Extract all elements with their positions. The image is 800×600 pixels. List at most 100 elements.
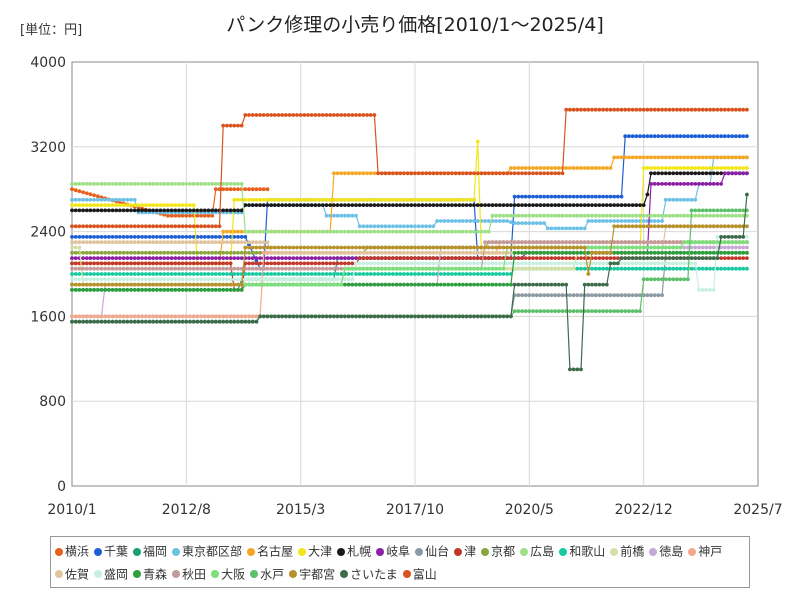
- data-point: [608, 261, 613, 266]
- data-point: [711, 155, 716, 160]
- data-point: [697, 171, 701, 176]
- data-point: [280, 261, 285, 266]
- data-point: [652, 155, 657, 160]
- data-point: [169, 272, 174, 276]
- data-point: [151, 208, 156, 213]
- data-point: [239, 288, 244, 292]
- data-point: [686, 182, 690, 186]
- data-point: [450, 229, 454, 234]
- data-point: [272, 261, 277, 266]
- data-point: [475, 256, 480, 260]
- data-point: [177, 266, 181, 271]
- data-point: [265, 240, 270, 245]
- data-point: [332, 261, 336, 266]
- data-point: [394, 229, 399, 234]
- data-point: [497, 171, 502, 176]
- data-point: [291, 282, 296, 287]
- data-point: [593, 213, 598, 218]
- data-point: [516, 171, 521, 176]
- data-point: [228, 123, 233, 128]
- data-point: [435, 314, 439, 319]
- data-point: [140, 182, 145, 186]
- data-point: [166, 203, 170, 208]
- data-point: [730, 134, 735, 139]
- data-point: [494, 245, 498, 250]
- data-point: [424, 256, 428, 260]
- data-point: [202, 213, 207, 218]
- data-point: [118, 272, 122, 276]
- data-point: [545, 282, 550, 287]
- data-point: [675, 277, 679, 282]
- data-point: [379, 272, 384, 276]
- data-point: [671, 166, 676, 170]
- data-point: [121, 197, 126, 202]
- data-point: [383, 282, 388, 287]
- data-point: [564, 250, 569, 255]
- data-point: [202, 261, 207, 266]
- x-tick-label: 2022/12: [615, 502, 673, 518]
- data-point: [158, 266, 163, 271]
- data-point: [461, 229, 465, 234]
- data-point: [697, 107, 701, 112]
- data-point: [70, 256, 74, 260]
- data-point: [169, 314, 174, 319]
- data-point: [320, 203, 325, 208]
- data-point: [188, 203, 192, 208]
- data-point: [627, 213, 631, 218]
- data-point: [236, 256, 240, 260]
- data-point: [671, 224, 676, 229]
- data-point: [225, 314, 229, 319]
- data-point: [114, 266, 119, 271]
- data-point: [719, 171, 723, 176]
- data-point: [722, 107, 727, 112]
- data-point: [645, 240, 650, 245]
- data-point: [457, 266, 462, 271]
- data-point: [158, 250, 163, 255]
- data-point: [276, 277, 281, 282]
- data-point: [623, 266, 628, 271]
- data-point: [107, 240, 111, 245]
- data-point: [656, 134, 661, 139]
- data-point: [335, 314, 340, 319]
- data-point: [686, 155, 690, 160]
- data-point: [103, 197, 108, 202]
- data-point: [136, 182, 141, 186]
- data-point: [254, 203, 259, 208]
- data-point: [118, 319, 122, 324]
- data-point: [641, 155, 646, 160]
- data-point: [199, 250, 204, 255]
- data-point: [287, 113, 292, 117]
- data-point: [136, 261, 141, 266]
- data-point: [73, 224, 78, 229]
- data-point: [154, 240, 159, 245]
- data-point: [634, 155, 639, 160]
- data-point: [250, 250, 255, 255]
- data-point: [210, 314, 215, 319]
- data-point: [641, 219, 646, 223]
- data-point: [722, 134, 727, 139]
- data-point: [623, 224, 628, 229]
- data-point: [239, 235, 244, 239]
- data-point: [191, 208, 196, 213]
- data-point: [402, 197, 406, 202]
- data-point: [708, 240, 712, 245]
- data-point: [151, 288, 156, 292]
- data-point: [520, 250, 524, 255]
- data-point: [608, 213, 613, 218]
- data-point: [593, 256, 598, 260]
- data-point: [623, 245, 628, 250]
- data-point: [269, 203, 274, 208]
- data-point: [147, 256, 152, 260]
- data-point: [339, 171, 344, 176]
- data-point: [140, 235, 145, 239]
- series-22: [70, 224, 749, 287]
- data-point: [446, 282, 451, 287]
- data-point: [129, 224, 133, 229]
- data-point: [313, 203, 318, 208]
- data-point: [697, 250, 701, 255]
- data-point: [663, 166, 668, 170]
- data-point: [568, 194, 572, 199]
- data-point: [700, 288, 705, 292]
- data-point: [195, 277, 200, 282]
- data-point: [593, 245, 598, 250]
